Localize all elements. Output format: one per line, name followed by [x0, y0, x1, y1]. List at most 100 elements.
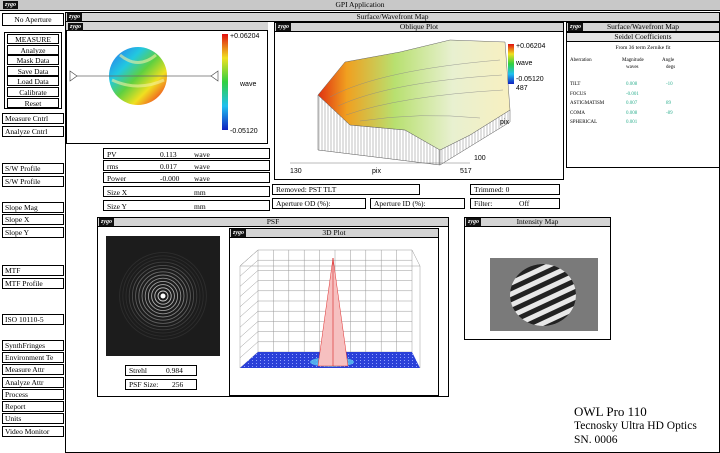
intensity-window: [464, 217, 611, 340]
table-cell: 0.001: [626, 120, 638, 125]
aperture-button[interactable]: No Aperture: [2, 13, 64, 26]
oblique-window: [274, 22, 564, 180]
field-label: Size Y: [107, 202, 127, 211]
result-field: rms 0.017 wave: [103, 160, 270, 171]
title-bar: Oblique Plot: [274, 22, 564, 32]
table-header: Magnitude: [622, 58, 644, 63]
table-cell: -10: [666, 82, 673, 87]
caption-serial: SN. 0006: [574, 434, 618, 446]
table-cell: 0.008: [626, 82, 638, 87]
aperture-id-field: Aperture ID (%):: [370, 198, 465, 209]
menu-button[interactable]: Slope Mag: [2, 202, 64, 213]
aperture-od-field: Aperture OD (%):: [272, 198, 366, 209]
title-bar: Surface/Wavefront Map: [65, 12, 720, 22]
menu-button[interactable]: ISO 10110-5: [2, 314, 64, 325]
surface-window: [66, 22, 268, 144]
zygo-logo: zygo: [231, 229, 246, 237]
zygo-logo: zygo: [67, 13, 82, 21]
seidel-window: [566, 22, 720, 168]
field-label: rms: [107, 162, 119, 171]
zygo-logo: zygo: [68, 23, 83, 31]
menu-button[interactable]: Measure Attr: [2, 364, 64, 375]
zygo-logo: zygo: [3, 1, 18, 9]
menu-button[interactable]: SynthFringes: [2, 340, 64, 351]
trimmed-field: Trimmed: 0: [470, 184, 560, 195]
table-cell: SPHERICAL: [570, 120, 598, 125]
title-bar: GPI Application: [0, 0, 720, 11]
menu-button[interactable]: MTF: [2, 265, 64, 276]
zygo-logo: zygo: [568, 23, 583, 31]
title-bar: Intensity Map: [464, 217, 611, 227]
action-button[interactable]: Calibrate: [7, 87, 59, 97]
removed-field: Removed: PST TLT: [272, 184, 420, 195]
menu-button[interactable]: Units: [2, 413, 64, 424]
menu-button[interactable]: Environment Te: [2, 352, 64, 363]
psf-size-field: PSF Size: 256: [125, 379, 197, 390]
field-unit: wave: [194, 150, 210, 159]
menu-button[interactable]: Process: [2, 389, 64, 400]
field-value: 0.017: [160, 162, 177, 171]
caption-brand: Tecnosky Ultra HD Optics: [574, 420, 697, 432]
field-label: Power: [107, 174, 127, 183]
table-cell: ASTIGMATISM: [570, 101, 605, 106]
menu-button[interactable]: Measure Cntrl: [2, 113, 64, 124]
seidel-subtitle: From 36 term Zernike fit: [615, 45, 671, 51]
table-cell: 89: [666, 101, 671, 106]
action-button[interactable]: Load Data: [7, 76, 59, 87]
caption-model: OWL Pro 110: [574, 404, 647, 419]
subtitle-bar: Seidel Coefficients: [566, 32, 720, 42]
title-bar: 3D Plot: [229, 228, 439, 238]
psf-size-value: 256: [172, 380, 184, 389]
table-cell: COMA: [570, 110, 586, 116]
result-field: PV 0.113 wave: [103, 148, 270, 159]
filter-value: Off: [519, 199, 530, 208]
menu-button[interactable]: Slope X: [2, 214, 64, 225]
field-unit: mm: [194, 188, 206, 197]
button-group: [4, 32, 62, 109]
menu-button[interactable]: S/W Profile: [2, 176, 64, 187]
menu-button[interactable]: Slope Y: [2, 227, 64, 238]
result-field: Size X mm: [103, 186, 270, 197]
menu-button[interactable]: S/W Profile: [2, 163, 64, 174]
table-header: Aberration: [570, 58, 592, 63]
field-unit: mm: [194, 202, 206, 211]
strehl-field: Strehl 0.984: [125, 365, 197, 376]
menu-button[interactable]: Report: [2, 401, 64, 412]
zygo-logo: zygo: [466, 218, 481, 226]
field-unit: wave: [194, 174, 210, 183]
action-button[interactable]: Analyze: [7, 44, 59, 55]
table-cell: 0.007: [626, 101, 638, 106]
field-unit: wave: [194, 162, 210, 171]
menu-button[interactable]: Video Monitor: [2, 426, 64, 437]
result-field: Power -0.000 wave: [103, 172, 270, 183]
zygo-logo: zygo: [276, 23, 291, 31]
title-bar: [66, 22, 268, 31]
table-header: Angle: [662, 58, 675, 63]
action-button[interactable]: MEASURE: [7, 34, 59, 44]
strehl-value: 0.984: [166, 366, 183, 375]
menu-button[interactable]: Analyze Attr: [2, 377, 64, 388]
action-button[interactable]: Mask Data: [7, 55, 59, 66]
table-unit: waves: [626, 65, 639, 70]
menu-button[interactable]: Analyze Cntrl: [2, 126, 64, 137]
action-button[interactable]: Save Data: [7, 65, 59, 76]
field-value: 0.113: [160, 150, 177, 159]
filter-field: Filter: Off: [470, 198, 560, 209]
field-label: Size X: [107, 188, 128, 197]
title-bar: PSF: [97, 217, 449, 227]
table-cell: -0.001: [626, 91, 639, 97]
table-cell: -89: [666, 110, 673, 116]
field-label: PV: [107, 150, 117, 159]
table-cell: 0.008: [626, 110, 638, 116]
plot-3d-window: [229, 228, 439, 396]
field-value: -0.000: [160, 174, 180, 183]
title-bar: Surface/Wavefront Map: [566, 22, 720, 32]
table-cell: FOCUS: [570, 91, 587, 97]
menu-button[interactable]: MTF Profile: [2, 278, 64, 289]
table-cell: TILT: [570, 82, 581, 87]
zygo-logo: zygo: [99, 218, 114, 226]
action-button[interactable]: Reset: [7, 97, 59, 108]
table-unit: degs: [666, 65, 676, 70]
result-field: Size Y mm: [103, 200, 270, 211]
